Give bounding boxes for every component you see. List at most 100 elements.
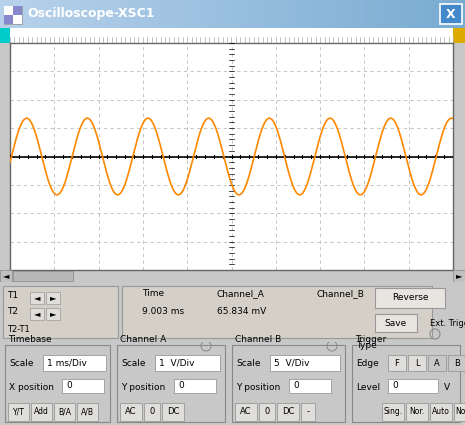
Text: 0: 0 xyxy=(293,382,299,391)
Text: Scale: Scale xyxy=(121,359,146,368)
Bar xyxy=(200,0,206,28)
Bar xyxy=(406,403,428,421)
Text: Ext. Trigger: Ext. Trigger xyxy=(430,318,465,328)
Bar xyxy=(155,355,220,371)
Bar xyxy=(408,355,426,371)
Bar xyxy=(14,0,20,28)
Bar xyxy=(28,0,33,28)
Bar xyxy=(144,0,150,28)
Text: None: None xyxy=(455,408,465,416)
Bar xyxy=(195,0,201,28)
Bar xyxy=(93,0,99,28)
Bar xyxy=(440,4,462,24)
Bar xyxy=(23,0,29,28)
Bar xyxy=(219,0,224,28)
Bar xyxy=(186,0,192,28)
Text: ◄: ◄ xyxy=(34,294,40,303)
Bar xyxy=(13,15,22,24)
Bar xyxy=(13,6,22,15)
Bar xyxy=(0,0,6,28)
Text: 65.834 mV: 65.834 mV xyxy=(217,308,266,317)
Text: ►: ► xyxy=(50,294,56,303)
Text: 0: 0 xyxy=(265,408,270,416)
Bar xyxy=(242,0,247,28)
Bar xyxy=(60,0,66,28)
Text: Y/T: Y/T xyxy=(13,408,25,416)
Text: Channel B: Channel B xyxy=(235,335,281,344)
Bar xyxy=(135,0,140,28)
Text: T2-T1: T2-T1 xyxy=(7,326,30,334)
Text: Trigger: Trigger xyxy=(355,335,386,344)
Bar xyxy=(388,355,406,371)
Text: Channel_A: Channel_A xyxy=(217,289,265,298)
Bar xyxy=(259,403,275,421)
Text: Y position: Y position xyxy=(236,382,280,391)
Text: ►: ► xyxy=(50,309,56,318)
Text: Time: Time xyxy=(142,289,164,298)
Bar xyxy=(256,0,261,28)
Bar xyxy=(42,0,47,28)
Bar xyxy=(46,308,60,320)
Text: Timebase: Timebase xyxy=(8,335,52,344)
Bar xyxy=(293,0,299,28)
Bar xyxy=(428,0,433,28)
Bar xyxy=(162,403,184,421)
Bar xyxy=(358,0,364,28)
Bar xyxy=(375,314,417,332)
Text: Channel_B: Channel_B xyxy=(317,289,365,298)
Bar xyxy=(158,0,164,28)
Bar xyxy=(144,403,160,421)
Bar xyxy=(9,0,15,28)
Bar xyxy=(456,0,461,28)
Bar xyxy=(130,0,136,28)
Bar xyxy=(153,0,159,28)
Bar xyxy=(298,0,303,28)
Text: X: X xyxy=(446,8,456,20)
Text: 0: 0 xyxy=(149,408,155,416)
Bar xyxy=(177,0,182,28)
Text: Level: Level xyxy=(356,382,380,391)
Bar xyxy=(235,403,257,421)
Bar xyxy=(13,271,73,281)
Bar xyxy=(126,0,131,28)
Bar xyxy=(191,0,196,28)
Bar xyxy=(437,0,443,28)
Bar xyxy=(4,15,13,24)
Bar xyxy=(56,0,61,28)
Bar xyxy=(122,286,432,338)
Bar xyxy=(405,0,410,28)
Bar xyxy=(246,0,252,28)
Bar xyxy=(46,292,60,304)
Bar xyxy=(284,0,289,28)
Bar xyxy=(386,0,392,28)
Text: 9.003 ms: 9.003 ms xyxy=(142,308,184,317)
Bar xyxy=(0,28,10,43)
Bar xyxy=(302,0,308,28)
Bar xyxy=(5,345,110,422)
Bar xyxy=(442,0,447,28)
Bar xyxy=(391,0,396,28)
Bar xyxy=(349,0,354,28)
Text: 0: 0 xyxy=(392,382,398,391)
Text: T1: T1 xyxy=(7,292,18,300)
Text: 1  V/Div: 1 V/Div xyxy=(159,359,194,368)
Bar xyxy=(232,0,238,28)
Bar xyxy=(270,0,275,28)
Bar xyxy=(181,0,187,28)
Text: ◄: ◄ xyxy=(3,272,9,280)
Bar xyxy=(363,0,368,28)
Bar xyxy=(367,0,373,28)
Bar xyxy=(321,0,326,28)
Text: Save: Save xyxy=(385,318,407,328)
Bar xyxy=(19,0,24,28)
Bar xyxy=(288,0,294,28)
Bar xyxy=(409,0,415,28)
Text: Oscilloscope-XSC1: Oscilloscope-XSC1 xyxy=(27,8,154,20)
Bar xyxy=(70,0,75,28)
Bar xyxy=(149,0,154,28)
Polygon shape xyxy=(10,29,20,42)
Bar xyxy=(223,0,229,28)
Bar xyxy=(120,403,142,421)
Bar xyxy=(352,345,460,422)
Bar xyxy=(372,0,378,28)
